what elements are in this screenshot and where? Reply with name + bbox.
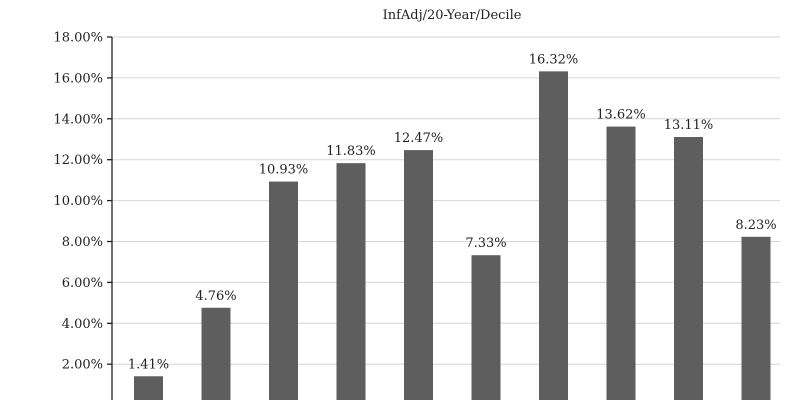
bar-value-label-10: 8.23% — [735, 218, 776, 233]
y-tick-label: 2.00% — [62, 358, 103, 373]
bar-value-label-4: 11.83% — [326, 144, 376, 159]
y-tick-label: 14.00% — [53, 112, 103, 127]
bar-value-label-1: 1.41% — [128, 357, 169, 372]
bar-5 — [404, 150, 433, 400]
bar-value-label-6: 7.33% — [465, 236, 506, 251]
data-label-layer: 1.41% 4.76% 10.93% 11.83% 12.47% 7.33% 16.32% 1… — [128, 52, 777, 372]
bar-value-label-7: 16.32% — [529, 52, 579, 67]
bar-6 — [471, 255, 501, 400]
bar-8 — [606, 126, 636, 400]
bar-2 — [201, 307, 231, 400]
y-tick-label: 18.00% — [53, 31, 103, 46]
bar-10 — [741, 236, 771, 400]
bar-3 — [269, 181, 298, 400]
bar-9 — [674, 137, 703, 400]
bar-4 — [336, 163, 366, 400]
bar-1 — [134, 376, 163, 400]
y-tick-label: 16.00% — [53, 71, 103, 86]
bar-value-label-9: 13.11% — [664, 118, 714, 133]
bar-value-label-3: 10.93% — [259, 163, 309, 178]
bar-layer — [134, 71, 771, 400]
bar-value-label-2: 4.76% — [195, 289, 236, 304]
bar-7 — [539, 71, 568, 400]
y-tick-label: 6.00% — [62, 276, 103, 291]
chart-title: InfAdj/20-Year/Decile — [383, 8, 522, 23]
y-tick-label: 12.00% — [53, 153, 103, 168]
y-tick-label: 4.00% — [62, 317, 103, 332]
bar-value-label-5: 12.47% — [394, 131, 444, 146]
y-tick-label: 10.00% — [53, 194, 103, 209]
y-tick-layer: 2.00% 4.00% 6.00% 8.00% 10.00% 12.00% 14.00% 16… — [53, 31, 112, 373]
bar-value-label-8: 13.62% — [596, 108, 646, 123]
y-tick-label: 8.00% — [62, 235, 103, 250]
